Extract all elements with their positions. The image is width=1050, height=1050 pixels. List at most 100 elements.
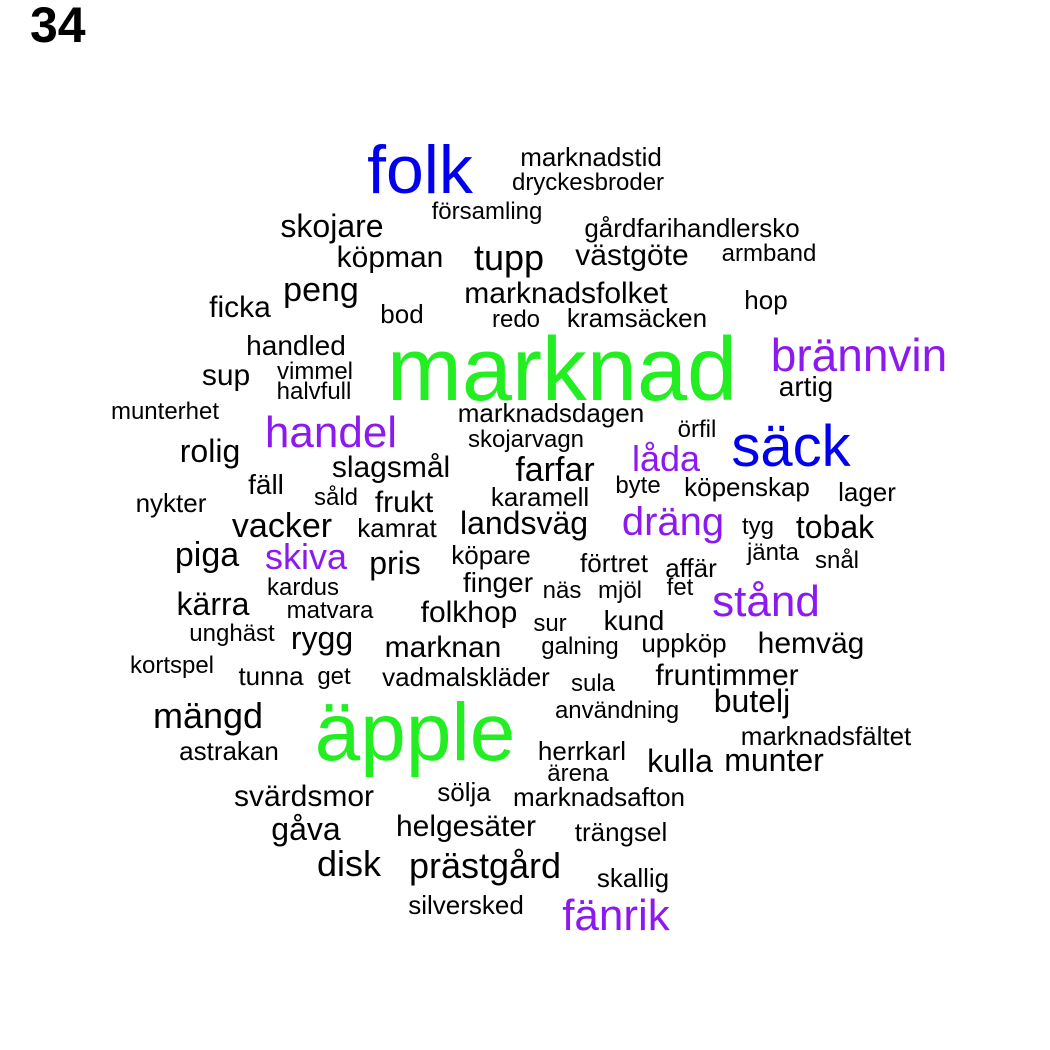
word-trangsel: trängsel [574,817,668,847]
word-get: get [317,663,351,690]
word-galning: galning [541,633,619,660]
word-marknadsdagen: marknadsdagen [457,398,645,428]
word-vadmalsklader: vadmalskläder [382,662,550,692]
word-tunna: tunna [238,661,304,691]
word-disk: disk [316,843,382,884]
page-number: 34 [30,0,86,53]
word-kund: kund [603,605,665,636]
word-marknad: marknad [386,320,738,420]
word-skojarvagn: skojarvagn [467,426,585,453]
word-redo: redo [491,306,541,333]
word-drang: dräng [621,500,725,544]
word-frukt: frukt [374,486,434,519]
word-gava: gåva [271,811,341,847]
word-armband: armband [721,240,817,267]
word-lada: låda [631,438,701,479]
word-sup: sup [201,359,251,392]
word-munterhet: munterhet [110,398,220,425]
word-karra: kärra [176,586,250,622]
word-karamell: karamell [490,482,590,512]
word-mjol: mjöl [597,577,643,604]
word-pris: pris [369,545,421,581]
word-svardsmor: svärdsmor [233,780,375,813]
word-anvandning: användning [554,697,680,724]
word-mangd: mängd [152,695,264,736]
word-folkhop: folkhop [420,596,518,629]
word-unghast: unghäst [189,620,275,647]
word-gardfarihandlersko: gårdfarihandlersko [584,213,800,243]
word-butelj: butelj [713,683,791,719]
word-kortspel: kortspel [129,652,215,679]
word-skojare: skojare [280,208,384,244]
word-marknadstid: marknadstid [520,142,662,172]
word-rygg: rygg [290,620,354,656]
word-piga: piga [174,536,240,574]
word-handled: handled [246,330,346,361]
word-forsamling: församling [431,198,543,225]
word-kopman: köpman [336,241,444,274]
word-matvara: matvara [286,597,374,624]
word-hop: hop [744,285,788,315]
word-finger: finger [462,567,534,598]
word-brannvin: brännvin [770,329,948,381]
word-kulla: kulla [647,743,713,779]
word-kramsacken: kramsäcken [566,303,708,333]
word-fruntimmer: fruntimmer [655,659,799,692]
word-bod: bod [380,299,424,329]
word-peng: peng [283,271,359,309]
word-hemvag: hemväg [757,627,865,660]
word-nykter: nykter [135,488,207,518]
word-fanrik: fänrik [562,891,670,940]
word-ficka: ficka [209,291,271,324]
word-kamrat: kamrat [357,513,437,543]
word-astrakan: astrakan [179,736,279,766]
word-helgesater: helgesäter [395,810,537,843]
word-skallig: skallig [596,863,670,893]
word-tyg: tyg [741,513,775,540]
word-snal: snål [814,547,860,574]
word-marknan: marknan [384,631,502,664]
word-apple: äpple [314,687,516,778]
word-sur: sur [533,610,567,637]
word-silversked: silversked [408,890,524,920]
word-solja: sölja [437,777,491,807]
word-byte: byte [615,472,661,499]
word-sack: säck [731,414,851,479]
word-arena: ärena [547,760,609,787]
word-handel: handel [264,408,398,457]
word-kopare: köpare [451,540,531,570]
word-vacker: vacker [231,507,333,545]
word-uppkop: uppköp [641,628,727,658]
word-halvfull: halvfull [276,378,352,405]
word-fortret: förtret [580,548,648,578]
word-tobak: tobak [795,509,875,545]
word-orfil: örfil [677,416,717,443]
word-fall: fäll [248,469,284,500]
word-rolig: rolig [179,433,241,469]
word-herrkarl: herrkarl [537,736,627,766]
word-vastgote: västgöte [575,239,689,272]
word-stand: stånd [712,577,820,626]
word-lager: lager [838,477,896,507]
word-nas: näs [542,577,582,604]
word-marknadsfolket: marknadsfolket [464,277,668,310]
word-janta: jänta [746,539,800,566]
word-marknadsfaltet: marknadsfältet [740,721,912,751]
word-landsvag: landsväg [459,505,589,541]
word-folk: folk [367,132,473,208]
word-prastgard: prästgård [408,845,562,886]
word-dryckesbroder: dryckesbroder [511,169,665,196]
word-slagsmal: slagsmål [331,451,451,484]
word-affar: affär [665,553,717,583]
word-sald: såld [313,484,359,511]
word-kopenskap: köpenskap [684,472,810,502]
word-tupp: tupp [473,237,545,278]
word-fet: fet [666,574,694,601]
word-kardus: kardus [266,574,340,601]
word-munter: munter [724,742,824,778]
word-farfar: farfar [515,451,595,489]
word-marknadsafton: marknadsafton [513,782,685,812]
word-sula: sula [570,670,616,697]
word-artig: artig [778,371,834,402]
word-vimmel: vimmel [277,358,353,385]
